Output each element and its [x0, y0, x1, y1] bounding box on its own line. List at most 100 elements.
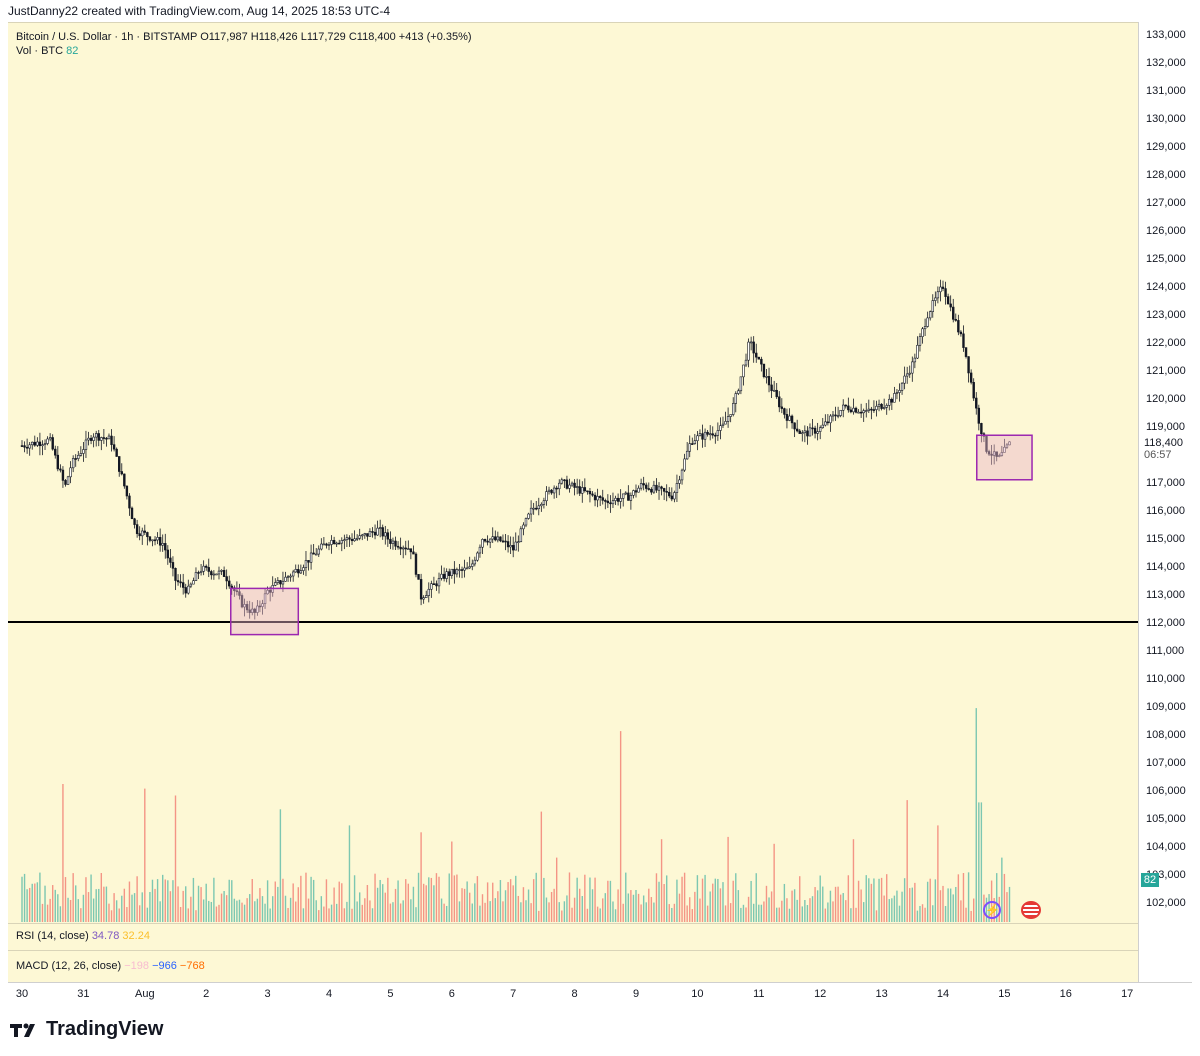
tradingview-logo[interactable]: TradingView — [10, 1018, 163, 1041]
volume-bar — [934, 879, 937, 922]
time-tick-label: 15 — [998, 988, 1010, 1000]
candle-body — [596, 496, 599, 501]
volume-bar — [768, 897, 770, 922]
time-tick-label: 7 — [510, 988, 516, 1000]
candle-body — [586, 490, 589, 493]
candle-body — [31, 441, 34, 446]
candle-body — [404, 547, 407, 550]
candle-body — [657, 486, 661, 491]
candle-body — [519, 528, 523, 543]
candle-body — [673, 492, 676, 500]
candle-body — [69, 467, 72, 478]
volume-bar — [609, 880, 612, 922]
candle-body — [962, 333, 965, 348]
volume-bar — [926, 881, 929, 922]
candle-body — [795, 428, 799, 432]
candle-body — [980, 423, 983, 435]
volume-bar — [369, 900, 371, 922]
candle-body — [762, 363, 766, 377]
volume-bar — [532, 879, 535, 922]
volume-bar — [410, 899, 412, 922]
volume-bar — [845, 900, 847, 922]
volume-bar — [371, 908, 374, 922]
candle-body — [552, 487, 556, 494]
candle-body — [535, 507, 538, 510]
volume-bar — [126, 907, 128, 922]
volume-bar — [732, 880, 734, 922]
price-axis[interactable] — [1138, 22, 1193, 982]
candle-body — [320, 543, 323, 550]
candle-body — [133, 518, 136, 525]
candle-body — [611, 500, 615, 505]
candle-body — [315, 553, 318, 556]
volume-bar — [860, 889, 862, 922]
candle-body — [992, 451, 996, 456]
lightning-icon[interactable]: ⚡ — [983, 901, 1001, 919]
us-flag-icon[interactable] — [1021, 901, 1041, 919]
volume-bar — [108, 903, 110, 922]
candle-body — [803, 430, 807, 434]
candle-body — [847, 405, 850, 411]
volume-bar — [218, 904, 220, 922]
candle-body — [465, 567, 469, 570]
volume-bar — [144, 788, 146, 922]
candle-body — [645, 484, 648, 489]
volume-bar — [220, 893, 223, 922]
volume-bar — [535, 872, 537, 922]
volume-bar — [538, 910, 540, 922]
candle-body — [332, 539, 336, 545]
candle-body — [890, 398, 894, 403]
candle-body — [639, 483, 643, 489]
candle-body — [532, 507, 535, 510]
volume-bar — [602, 898, 604, 922]
volume-bar — [545, 897, 548, 922]
candle-body — [194, 572, 198, 582]
volume-bar — [187, 908, 189, 922]
volume-bar — [1008, 886, 1011, 922]
candle-body — [435, 583, 438, 587]
volume-bar — [886, 874, 888, 922]
volume-bar — [561, 910, 563, 922]
volume-bar — [466, 881, 468, 922]
volume-bar — [62, 784, 64, 922]
volume-bar — [596, 906, 599, 922]
volume-bar — [683, 872, 686, 922]
volume-bar — [660, 839, 663, 922]
volume-bar — [297, 887, 299, 922]
price-tick-label: 102,000 — [1146, 897, 1186, 909]
volume-bar — [105, 886, 108, 922]
volume-bar — [944, 905, 947, 922]
macd-legend[interactable]: MACD (12, 26, close) −198 −966 −768 — [16, 960, 205, 972]
pane-divider — [8, 923, 1138, 924]
rsi-value: 34.78 — [91, 930, 120, 942]
candle-body — [570, 482, 574, 486]
candle-body — [417, 574, 420, 580]
candle-body — [25, 446, 29, 449]
chart-area[interactable] — [8, 22, 1138, 983]
candle-body — [419, 579, 423, 600]
candle-body — [675, 483, 679, 493]
time-axis[interactable] — [8, 982, 1192, 1005]
volume-bar — [451, 841, 453, 922]
candle-body — [747, 341, 750, 361]
candle-body — [281, 580, 285, 585]
volume-bar — [402, 900, 404, 922]
candle-body — [545, 491, 548, 502]
candle-body — [378, 527, 382, 529]
candle-body — [632, 490, 635, 496]
candle-body — [696, 435, 699, 442]
volume-bar — [663, 884, 665, 922]
volume-bar — [228, 879, 230, 922]
volume-bar — [172, 880, 174, 922]
time-tick-label: Aug — [135, 988, 155, 1000]
volume-bar — [773, 843, 775, 922]
volume-bar — [729, 903, 732, 922]
candle-body — [665, 491, 668, 493]
candle-body — [916, 344, 919, 359]
volume-bar — [873, 878, 875, 922]
volume-bar — [752, 903, 755, 922]
candle-body — [376, 527, 379, 536]
rsi-legend[interactable]: RSI (14, close) 34.78 32.24 — [16, 930, 150, 942]
candle-body — [706, 431, 709, 435]
candle-body — [422, 597, 425, 600]
